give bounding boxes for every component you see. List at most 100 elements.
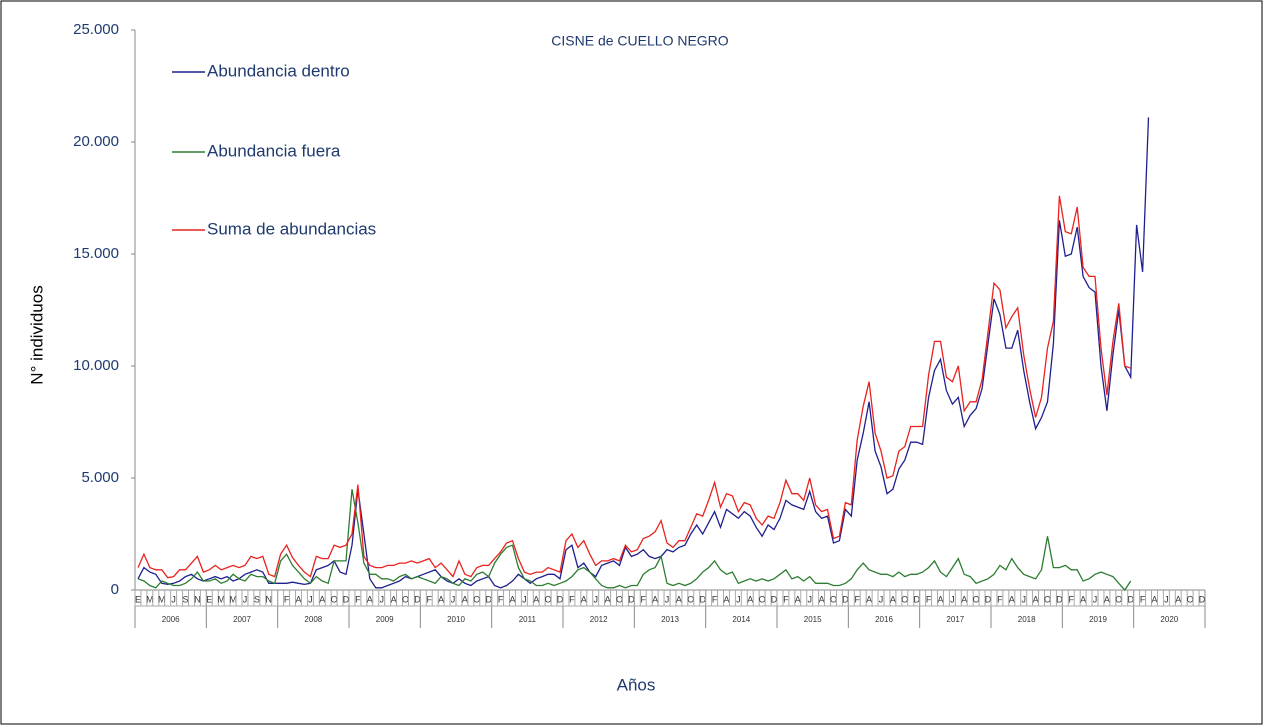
year-label: 2016	[875, 615, 893, 624]
month-label: A	[438, 594, 444, 604]
month-label: J	[665, 594, 670, 604]
month-label: D	[842, 594, 849, 604]
year-label: 2006	[162, 615, 180, 624]
month-label: A	[1175, 594, 1181, 604]
y-axis-label: N° individuos	[27, 285, 46, 384]
year-label: 2007	[233, 615, 251, 624]
month-label: M	[217, 594, 225, 604]
month-label: A	[509, 594, 515, 604]
month-label: A	[961, 594, 967, 604]
month-label: A	[1151, 594, 1157, 604]
month-label: O	[830, 594, 837, 604]
month-label: J	[522, 594, 527, 604]
month-label: N	[266, 594, 273, 604]
year-label: 2019	[1089, 615, 1107, 624]
month-label: F	[997, 594, 1003, 604]
month-label: O	[402, 594, 409, 604]
x-axis-label: Años	[617, 675, 656, 694]
month-label: O	[1187, 594, 1194, 604]
legend-label: Abundancia dentro	[207, 61, 350, 80]
month-label: F	[498, 594, 504, 604]
legend-label: Abundancia fuera	[207, 141, 341, 160]
month-label: A	[652, 594, 658, 604]
month-label: D	[1056, 594, 1063, 604]
month-label: J	[243, 594, 248, 604]
month-label: J	[171, 594, 176, 604]
month-label: F	[926, 594, 932, 604]
month-label: S	[254, 594, 260, 604]
month-label: E	[206, 594, 212, 604]
month-label: F	[569, 594, 575, 604]
year-label: 2014	[732, 615, 750, 624]
year-label: 2018	[1018, 615, 1036, 624]
y-tick-label: 10.000	[73, 357, 119, 374]
month-label: A	[819, 594, 825, 604]
year-label: 2017	[946, 615, 964, 624]
month-label: O	[473, 594, 480, 604]
month-label: J	[379, 594, 384, 604]
month-label: J	[879, 594, 884, 604]
month-label: J	[1093, 594, 1098, 604]
y-tick-label: 15.000	[73, 245, 119, 262]
month-label: J	[308, 594, 313, 604]
month-label: O	[1044, 594, 1051, 604]
month-label: F	[783, 594, 789, 604]
month-label: A	[1104, 594, 1110, 604]
month-label: D	[485, 594, 492, 604]
month-label: J	[950, 594, 955, 604]
month-label: F	[355, 594, 361, 604]
month-label: O	[973, 594, 980, 604]
month-label: D	[628, 594, 635, 604]
month-label: A	[533, 594, 539, 604]
month-label: O	[616, 594, 623, 604]
year-label: 2009	[376, 615, 394, 624]
year-label: 2010	[447, 615, 465, 624]
month-label: D	[1199, 594, 1206, 604]
chart-title: CISNE de CUELLO NEGRO	[551, 33, 728, 49]
month-label: D	[1127, 594, 1134, 604]
month-label: A	[795, 594, 801, 604]
month-label: F	[284, 594, 290, 604]
y-tick-label: 20.000	[73, 133, 119, 150]
month-label: M	[229, 594, 237, 604]
month-label: M	[158, 594, 166, 604]
year-label: 2013	[661, 615, 679, 624]
month-label: O	[545, 594, 552, 604]
month-label: F	[855, 594, 861, 604]
month-label: D	[557, 594, 564, 604]
month-label: E	[135, 594, 141, 604]
month-label: A	[1033, 594, 1039, 604]
month-label: O	[759, 594, 766, 604]
month-label: J	[807, 594, 812, 604]
month-label: F	[641, 594, 647, 604]
series-line	[137, 195, 1131, 579]
series-line	[137, 489, 1132, 592]
month-label: J	[1164, 594, 1169, 604]
month-label: F	[1069, 594, 1075, 604]
month-label: O	[1115, 594, 1122, 604]
month-label: O	[687, 594, 694, 604]
month-label: O	[901, 594, 908, 604]
month-label: J	[451, 594, 456, 604]
month-label: O	[331, 594, 338, 604]
month-label: A	[319, 594, 325, 604]
month-label: A	[890, 594, 896, 604]
month-label: F	[427, 594, 433, 604]
month-label: F	[1140, 594, 1146, 604]
month-label: A	[605, 594, 611, 604]
month-label: D	[771, 594, 778, 604]
month-label: D	[414, 594, 421, 604]
y-tick-label: 5.000	[81, 469, 119, 486]
month-label: M	[146, 594, 154, 604]
legend-label: Suma de abundancias	[207, 219, 376, 238]
year-label: 2008	[304, 615, 322, 624]
year-label: 2015	[804, 615, 822, 624]
series-line	[137, 117, 1150, 589]
month-label: D	[913, 594, 920, 604]
month-label: D	[343, 594, 350, 604]
month-label: D	[699, 594, 706, 604]
month-label: A	[295, 594, 301, 604]
month-label: A	[367, 594, 373, 604]
month-label: A	[1080, 594, 1086, 604]
